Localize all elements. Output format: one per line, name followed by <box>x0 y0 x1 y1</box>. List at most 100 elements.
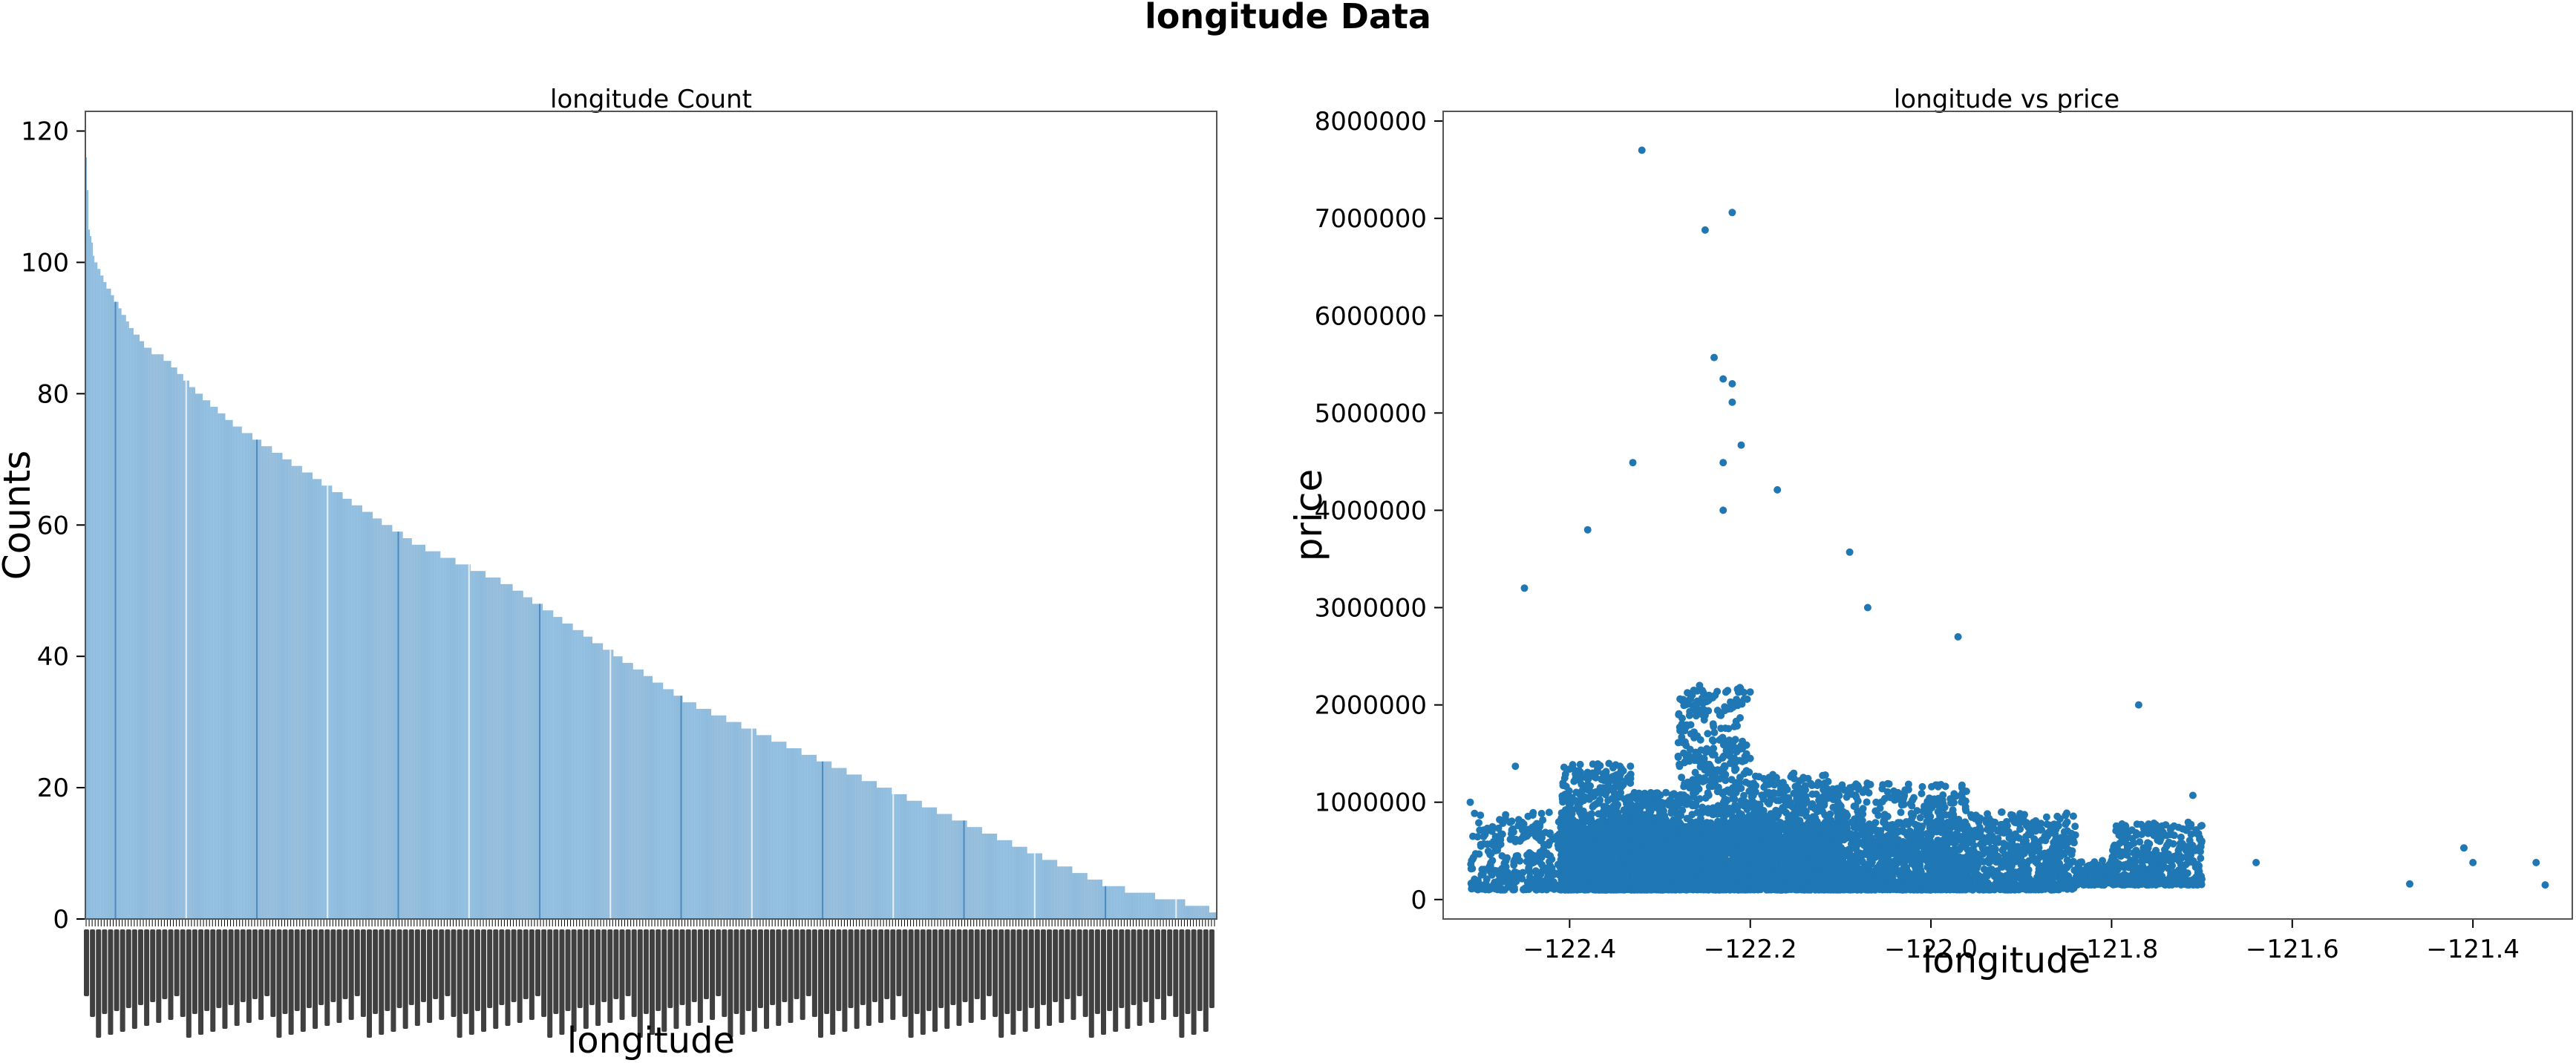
bar <box>898 794 900 919</box>
bar-x-tick-label-glyphs <box>1131 929 1137 1005</box>
bar <box>455 564 457 919</box>
bar <box>160 354 163 919</box>
bar <box>136 334 138 919</box>
bar <box>272 452 274 919</box>
scatter-point <box>1563 820 1572 828</box>
bar <box>974 827 976 919</box>
scatter-point <box>1621 836 1629 844</box>
bar <box>786 748 788 919</box>
bar <box>578 629 581 919</box>
bar-x-tick-label-glyphs <box>878 929 884 1023</box>
bar <box>807 754 809 919</box>
bar-x-tick-label-glyphs <box>379 929 385 1035</box>
bar <box>1212 912 1214 919</box>
scatter-point <box>1707 748 1715 756</box>
bar <box>669 689 671 919</box>
bar <box>134 334 137 919</box>
scatter-point <box>1540 881 1549 889</box>
scatter-point <box>1618 869 1626 877</box>
bar <box>423 544 426 919</box>
bar <box>454 557 456 919</box>
bar <box>971 827 973 919</box>
bar <box>318 479 321 919</box>
bar <box>581 629 583 919</box>
bar <box>699 708 701 919</box>
bar <box>494 578 497 919</box>
bar <box>1021 846 1023 919</box>
bar <box>405 537 408 919</box>
bar-x-tick-label-glyphs <box>499 929 505 1005</box>
bar-x-tick-label-glyphs <box>336 929 342 1023</box>
bar <box>840 768 843 919</box>
bar <box>121 315 123 920</box>
bar <box>814 754 817 919</box>
scatter-point <box>1572 836 1580 844</box>
bar <box>756 735 758 919</box>
bar <box>1204 906 1206 919</box>
bar <box>632 669 635 919</box>
bar <box>1120 886 1122 919</box>
bar <box>800 748 802 919</box>
bar <box>1003 840 1005 919</box>
bar <box>200 393 202 919</box>
bar <box>1037 853 1039 919</box>
bar <box>339 492 341 919</box>
bar <box>1114 886 1117 919</box>
bar-x-tick-label-glyphs <box>246 929 252 1023</box>
scatter-point <box>1560 846 1569 854</box>
scatter-point <box>1570 777 1578 785</box>
bar-x-tick-label-glyphs <box>330 929 336 1002</box>
bar <box>819 761 822 919</box>
scatter-point <box>1568 861 1576 869</box>
bar <box>628 663 630 919</box>
bar <box>524 597 526 919</box>
bar-x-tick-label-glyphs <box>1070 929 1076 1020</box>
bar <box>909 800 912 919</box>
bar <box>733 722 736 919</box>
bar-x-tick-label-glyphs <box>944 929 950 1029</box>
bar <box>497 578 500 919</box>
bar <box>1113 886 1115 919</box>
scatter-point <box>1572 818 1580 826</box>
bar-x-tick-label-glyphs <box>186 929 192 1038</box>
bar-x-tick-label-glyphs <box>673 929 679 1029</box>
bar <box>998 840 1001 919</box>
bar-x-tick-label-glyphs <box>968 929 974 1023</box>
bar <box>972 827 975 919</box>
bar <box>85 157 88 919</box>
bar <box>371 511 373 919</box>
bar <box>506 583 509 919</box>
scatter-point <box>1488 827 1496 835</box>
bar <box>215 407 217 919</box>
scatter-point <box>1474 833 1482 841</box>
bar <box>892 794 894 919</box>
scatter-point <box>1611 783 1619 791</box>
scatter-point <box>1502 857 1510 865</box>
bar <box>1126 892 1128 919</box>
bar-x-tick-label-glyphs <box>420 929 426 1002</box>
bar <box>410 537 412 919</box>
bar <box>189 387 191 919</box>
bar <box>989 834 992 919</box>
scatter-point <box>1550 878 1557 886</box>
bar <box>235 426 238 919</box>
bar <box>1025 846 1027 919</box>
bar-x-tick-label-glyphs <box>601 929 607 1002</box>
bar <box>640 669 642 919</box>
scatter-point <box>1526 873 1534 881</box>
bar <box>1137 892 1139 919</box>
scatter-point <box>1594 874 1602 883</box>
bar <box>1104 886 1106 919</box>
scatter-point <box>1545 808 1553 817</box>
bar <box>738 722 740 919</box>
bar <box>1007 840 1010 919</box>
bar-x-tick-label-glyphs <box>427 929 433 1023</box>
bar <box>295 465 298 919</box>
bar <box>1179 899 1181 919</box>
bar-x-tick-label-glyphs <box>1082 929 1088 1017</box>
bar <box>961 820 963 919</box>
scatter-point <box>1494 824 1503 832</box>
bar <box>1148 892 1151 919</box>
bar <box>1159 899 1162 919</box>
